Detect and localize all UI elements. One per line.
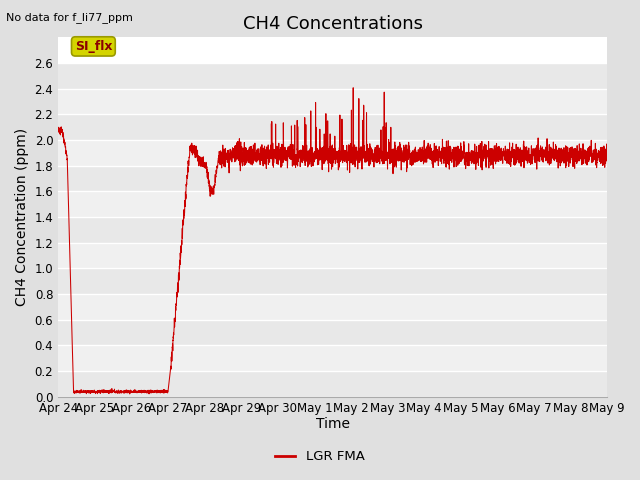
Bar	[58, 140, 607, 166]
Bar	[58, 63, 607, 89]
Bar	[58, 243, 607, 268]
Text: SI_flx: SI_flx	[75, 40, 112, 53]
Bar	[58, 89, 607, 114]
Bar	[58, 166, 607, 192]
Bar	[58, 114, 607, 140]
Bar	[58, 192, 607, 217]
Legend: LGR FMA: LGR FMA	[270, 445, 370, 468]
Bar	[58, 268, 607, 294]
Text: No data for f_li77_ppm: No data for f_li77_ppm	[6, 12, 133, 23]
X-axis label: Time: Time	[316, 418, 349, 432]
Bar	[58, 217, 607, 243]
Title: CH4 Concentrations: CH4 Concentrations	[243, 15, 422, 33]
Bar	[58, 346, 607, 371]
Bar	[58, 294, 607, 320]
Bar	[58, 320, 607, 346]
Y-axis label: CH4 Concentration (ppm): CH4 Concentration (ppm)	[15, 128, 29, 306]
Bar	[58, 371, 607, 397]
